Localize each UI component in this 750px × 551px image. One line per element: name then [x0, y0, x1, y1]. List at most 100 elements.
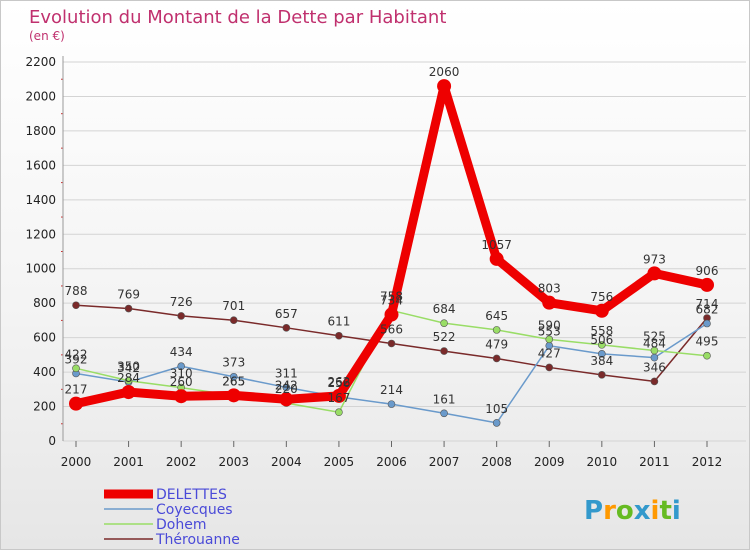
point-dohem-2000: [72, 364, 80, 373]
logo-letter: t: [659, 496, 671, 526]
point-th-rouanne-2007: [440, 347, 448, 355]
y-tick-2000: 2000: [25, 89, 56, 103]
label-th-rouanne-2003: 701: [222, 299, 245, 313]
label-th-rouanne-2000: 788: [65, 284, 88, 298]
label-dohem-2008: 645: [485, 309, 508, 323]
label-coyecques-2009: 553: [538, 325, 561, 339]
x-tick-2007: 2007: [429, 455, 460, 469]
label-delettes-2006: 734: [380, 294, 403, 308]
point-th-rouanne-2003: [229, 316, 238, 325]
x-tick-2005: 2005: [324, 455, 355, 469]
point-th-rouanne-2006: [387, 339, 396, 348]
label-coyecques-2011: 484: [643, 337, 666, 351]
label-dohem-2010: 558: [590, 324, 613, 338]
point-delettes-2002: [174, 389, 189, 404]
x-tick-2002: 2002: [166, 455, 197, 469]
label-delettes-2010: 756: [590, 290, 613, 304]
label-coyecques-2000: 392: [65, 352, 88, 366]
point-delettes-2009: [542, 295, 557, 310]
point-dohem-2009: [545, 335, 554, 344]
point-delettes-2005: [331, 388, 346, 403]
point-dohem-2011: [650, 346, 659, 355]
y-tick-0: 0: [48, 434, 56, 448]
label-delettes-2002: 260: [170, 375, 193, 389]
y-tick-1600: 1600: [25, 158, 56, 172]
label-coyecques-2004: 311: [275, 366, 298, 380]
point-delettes-2012: [700, 277, 714, 292]
label-th-rouanne-2002: 726: [170, 295, 193, 309]
logo-letter: i: [651, 496, 660, 526]
label-dohem-2011: 525: [643, 330, 666, 344]
label-dohem-2000: 422: [65, 347, 88, 361]
y-tick-1000: 1000: [25, 262, 56, 276]
point-delettes-2011: [647, 266, 662, 281]
legend-label-delettes: DELETTES: [156, 487, 227, 503]
label-th-rouanne-2006: 566: [380, 322, 403, 336]
label-dohem-2012: 495: [696, 335, 719, 349]
y-tick-1800: 1800: [25, 124, 56, 138]
point-coyecques-2003: [229, 372, 238, 381]
x-tick-2010: 2010: [587, 455, 618, 469]
label-delettes-2003: 265: [222, 374, 245, 388]
point-delettes-2003: [226, 388, 241, 403]
label-coyecques-2007: 161: [433, 392, 456, 406]
y-tick-600: 600: [33, 331, 56, 345]
legend-label-dohem: Dohem: [156, 517, 206, 533]
label-th-rouanne-2012: 714: [696, 297, 719, 311]
label-delettes-2004: 242: [275, 378, 298, 392]
logo-letter: o: [616, 496, 634, 526]
x-tick-2011: 2011: [639, 455, 670, 469]
point-coyecques-2012: [703, 319, 711, 328]
point-dohem-2005: [335, 408, 343, 417]
label-delettes-2005: 262: [327, 375, 350, 389]
point-coyecques-2008: [492, 419, 501, 427]
point-delettes-2000: [69, 396, 83, 411]
point-delettes-2004: [279, 392, 294, 407]
point-th-rouanne-2001: [124, 304, 133, 313]
x-tick-2000: 2000: [61, 455, 92, 469]
x-tick-2003: 2003: [218, 455, 249, 469]
label-delettes-2007: 2060: [429, 65, 460, 79]
y-tick-200: 200: [33, 400, 56, 414]
label-delettes-2012: 906: [696, 264, 719, 278]
label-th-rouanne-2009: 427: [538, 346, 561, 360]
chart-subtitle: (en €): [29, 29, 65, 43]
series-layer: [69, 79, 714, 427]
point-th-rouanne-2000: [72, 301, 80, 310]
label-th-rouanne-2001: 769: [117, 288, 140, 302]
logo-letter: P: [584, 496, 603, 526]
x-tick-2006: 2006: [376, 455, 407, 469]
y-tick-1200: 1200: [25, 227, 56, 241]
x-tick-2004: 2004: [271, 455, 302, 469]
label-th-rouanne-2011: 346: [643, 360, 666, 374]
label-th-rouanne-2007: 522: [433, 330, 456, 344]
chart-title: Evolution du Montant de la Dette par Hab…: [29, 7, 446, 28]
point-coyecques-2002: [177, 362, 185, 371]
label-coyecques-2001: 342: [117, 361, 140, 375]
point-dohem-2007: [440, 319, 448, 327]
label-delettes-2000: 217: [65, 383, 88, 397]
point-delettes-2001: [121, 385, 136, 400]
legend-label-coyecques: Coyecques: [156, 502, 233, 518]
point-th-rouanne-2011: [650, 377, 659, 386]
axes: 0 200 400 600 800 1000 1200 1400 1600 1800 2000 220…: [25, 55, 722, 469]
label-th-rouanne-2004: 657: [275, 307, 298, 321]
label-coyecques-2002: 434: [170, 345, 193, 359]
label-coyecques-2010: 506: [590, 333, 613, 347]
point-delettes-2010: [594, 303, 609, 318]
point-coyecques-2006: [387, 400, 396, 408]
point-th-rouanne-2004: [282, 324, 291, 332]
point-dohem-2008: [492, 326, 501, 334]
y-tick-400: 400: [33, 365, 56, 379]
proxiti-logo: Proxiti: [584, 496, 681, 526]
label-dohem-2009: 590: [538, 318, 561, 332]
point-coyecques-2004: [282, 383, 291, 392]
label-dohem-2004: 220: [275, 382, 298, 396]
label-delettes-2009: 803: [538, 282, 561, 296]
x-tick-2012: 2012: [692, 455, 723, 469]
label-dohem-2002: 310: [170, 367, 193, 381]
label-dohem-2005: 167: [327, 391, 350, 405]
